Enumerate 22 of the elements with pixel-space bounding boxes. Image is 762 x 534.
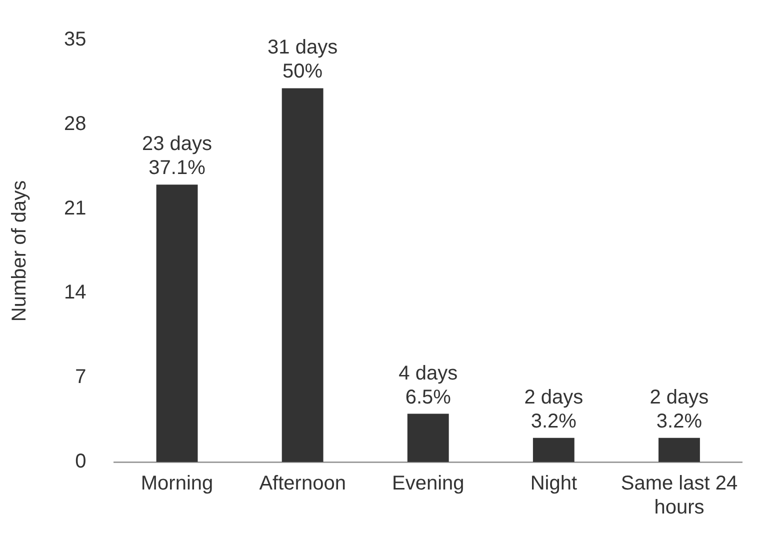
- data-label: 23 days 37.1%: [142, 133, 212, 180]
- y-tick-label: 7: [75, 366, 86, 388]
- bar: [282, 88, 324, 462]
- bar: [658, 438, 700, 462]
- y-tick-label: 35: [64, 28, 86, 51]
- data-label: 4 days 6.5%: [398, 362, 458, 408]
- bar: [156, 184, 198, 462]
- y-tick-label: 28: [64, 112, 86, 135]
- y-tick-label: 0: [75, 450, 86, 473]
- x-tick-label: Same last 24 hours: [620, 472, 738, 519]
- y-axis-title: Number of days: [8, 180, 31, 322]
- bar: [532, 438, 574, 462]
- x-tick-label: Night: [530, 472, 578, 495]
- data-label: 2 days 3.2%: [650, 386, 709, 432]
- bar: [407, 414, 449, 462]
- data-label: 2 days 3.2%: [524, 386, 584, 432]
- y-tick-label: 21: [64, 197, 86, 220]
- x-tick-label: Morning: [140, 472, 214, 495]
- x-tick-label: Evening: [392, 472, 464, 495]
- data-label: 31 days 50%: [268, 36, 338, 83]
- y-tick-label: 14: [64, 282, 86, 304]
- x-tick-label: Afternoon: [259, 472, 346, 495]
